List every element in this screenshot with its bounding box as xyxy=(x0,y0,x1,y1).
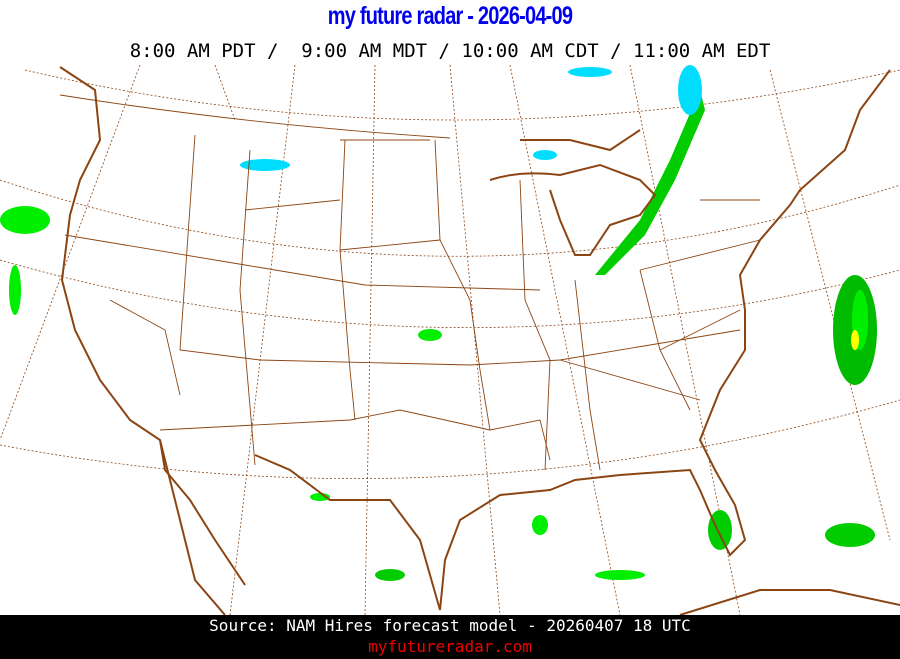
radar-map[interactable] xyxy=(0,65,900,615)
state-borders xyxy=(59,94,761,471)
coastlines xyxy=(59,66,900,615)
lat-lon-grid xyxy=(0,65,900,615)
footer: Source: NAM Hires forecast model - 20260… xyxy=(0,615,900,659)
page-title: my future radar - 2026-04-09 xyxy=(327,2,573,30)
source-credit: Source: NAM Hires forecast model - 20260… xyxy=(209,616,691,635)
radar-echoes xyxy=(0,65,877,581)
time-zones: 8:00 AM PDT / 9:00 AM MDT / 10:00 AM CDT… xyxy=(129,40,771,62)
site-link[interactable]: myfutureradar.com xyxy=(368,637,532,656)
